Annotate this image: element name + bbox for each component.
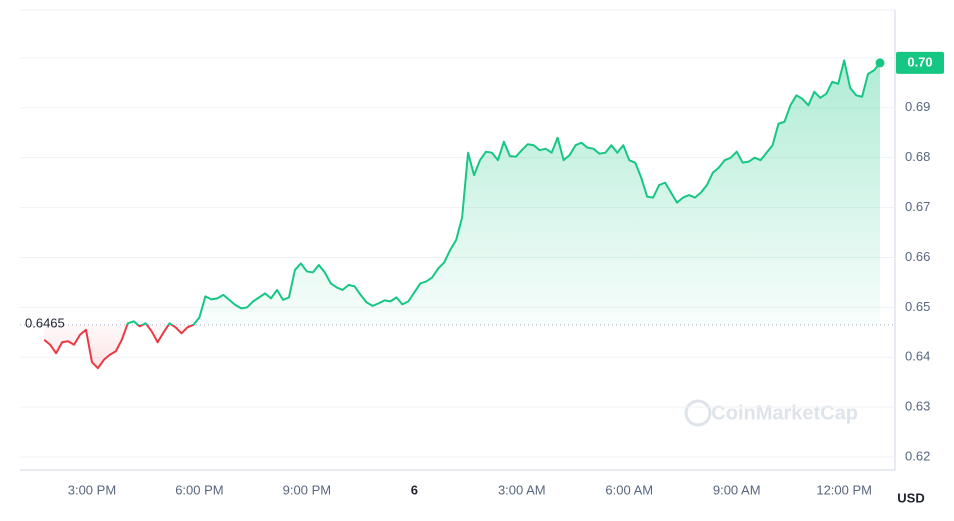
x-tick-label: 3:00 PM xyxy=(68,482,116,497)
x-tick-label: 6:00 AM xyxy=(605,482,653,497)
price-line xyxy=(43,59,881,370)
x-tick-label: 9:00 AM xyxy=(713,482,761,497)
y-tick-label: 0.66 xyxy=(905,249,930,264)
price-badge xyxy=(896,51,944,74)
y-tick-label: 0.63 xyxy=(905,399,930,414)
watermark: CoinMarketCap xyxy=(711,402,858,424)
x-tick-label: 6 xyxy=(411,482,418,497)
y-tick-label: 0.62 xyxy=(905,448,930,463)
baseline-label: 0.6465 xyxy=(25,315,65,330)
x-tick-label: 6:00 PM xyxy=(175,482,223,497)
last-point xyxy=(875,58,885,68)
x-tick-label: 12:00 PM xyxy=(816,482,872,497)
y-tick-label: 0.65 xyxy=(905,299,930,314)
y-tick-label: 0.67 xyxy=(905,199,930,214)
x-tick-label: 9:00 PM xyxy=(283,482,331,497)
y-tick-label: 0.69 xyxy=(905,99,930,114)
price-area xyxy=(44,60,880,369)
y-unit: USD xyxy=(897,490,924,505)
price-badge-label: 0.70 xyxy=(907,54,932,69)
y-tick-label: 0.64 xyxy=(905,349,930,364)
x-tick-label: 3:00 AM xyxy=(498,482,546,497)
y-tick-label: 0.68 xyxy=(905,149,930,164)
watermark-logo xyxy=(684,399,712,427)
